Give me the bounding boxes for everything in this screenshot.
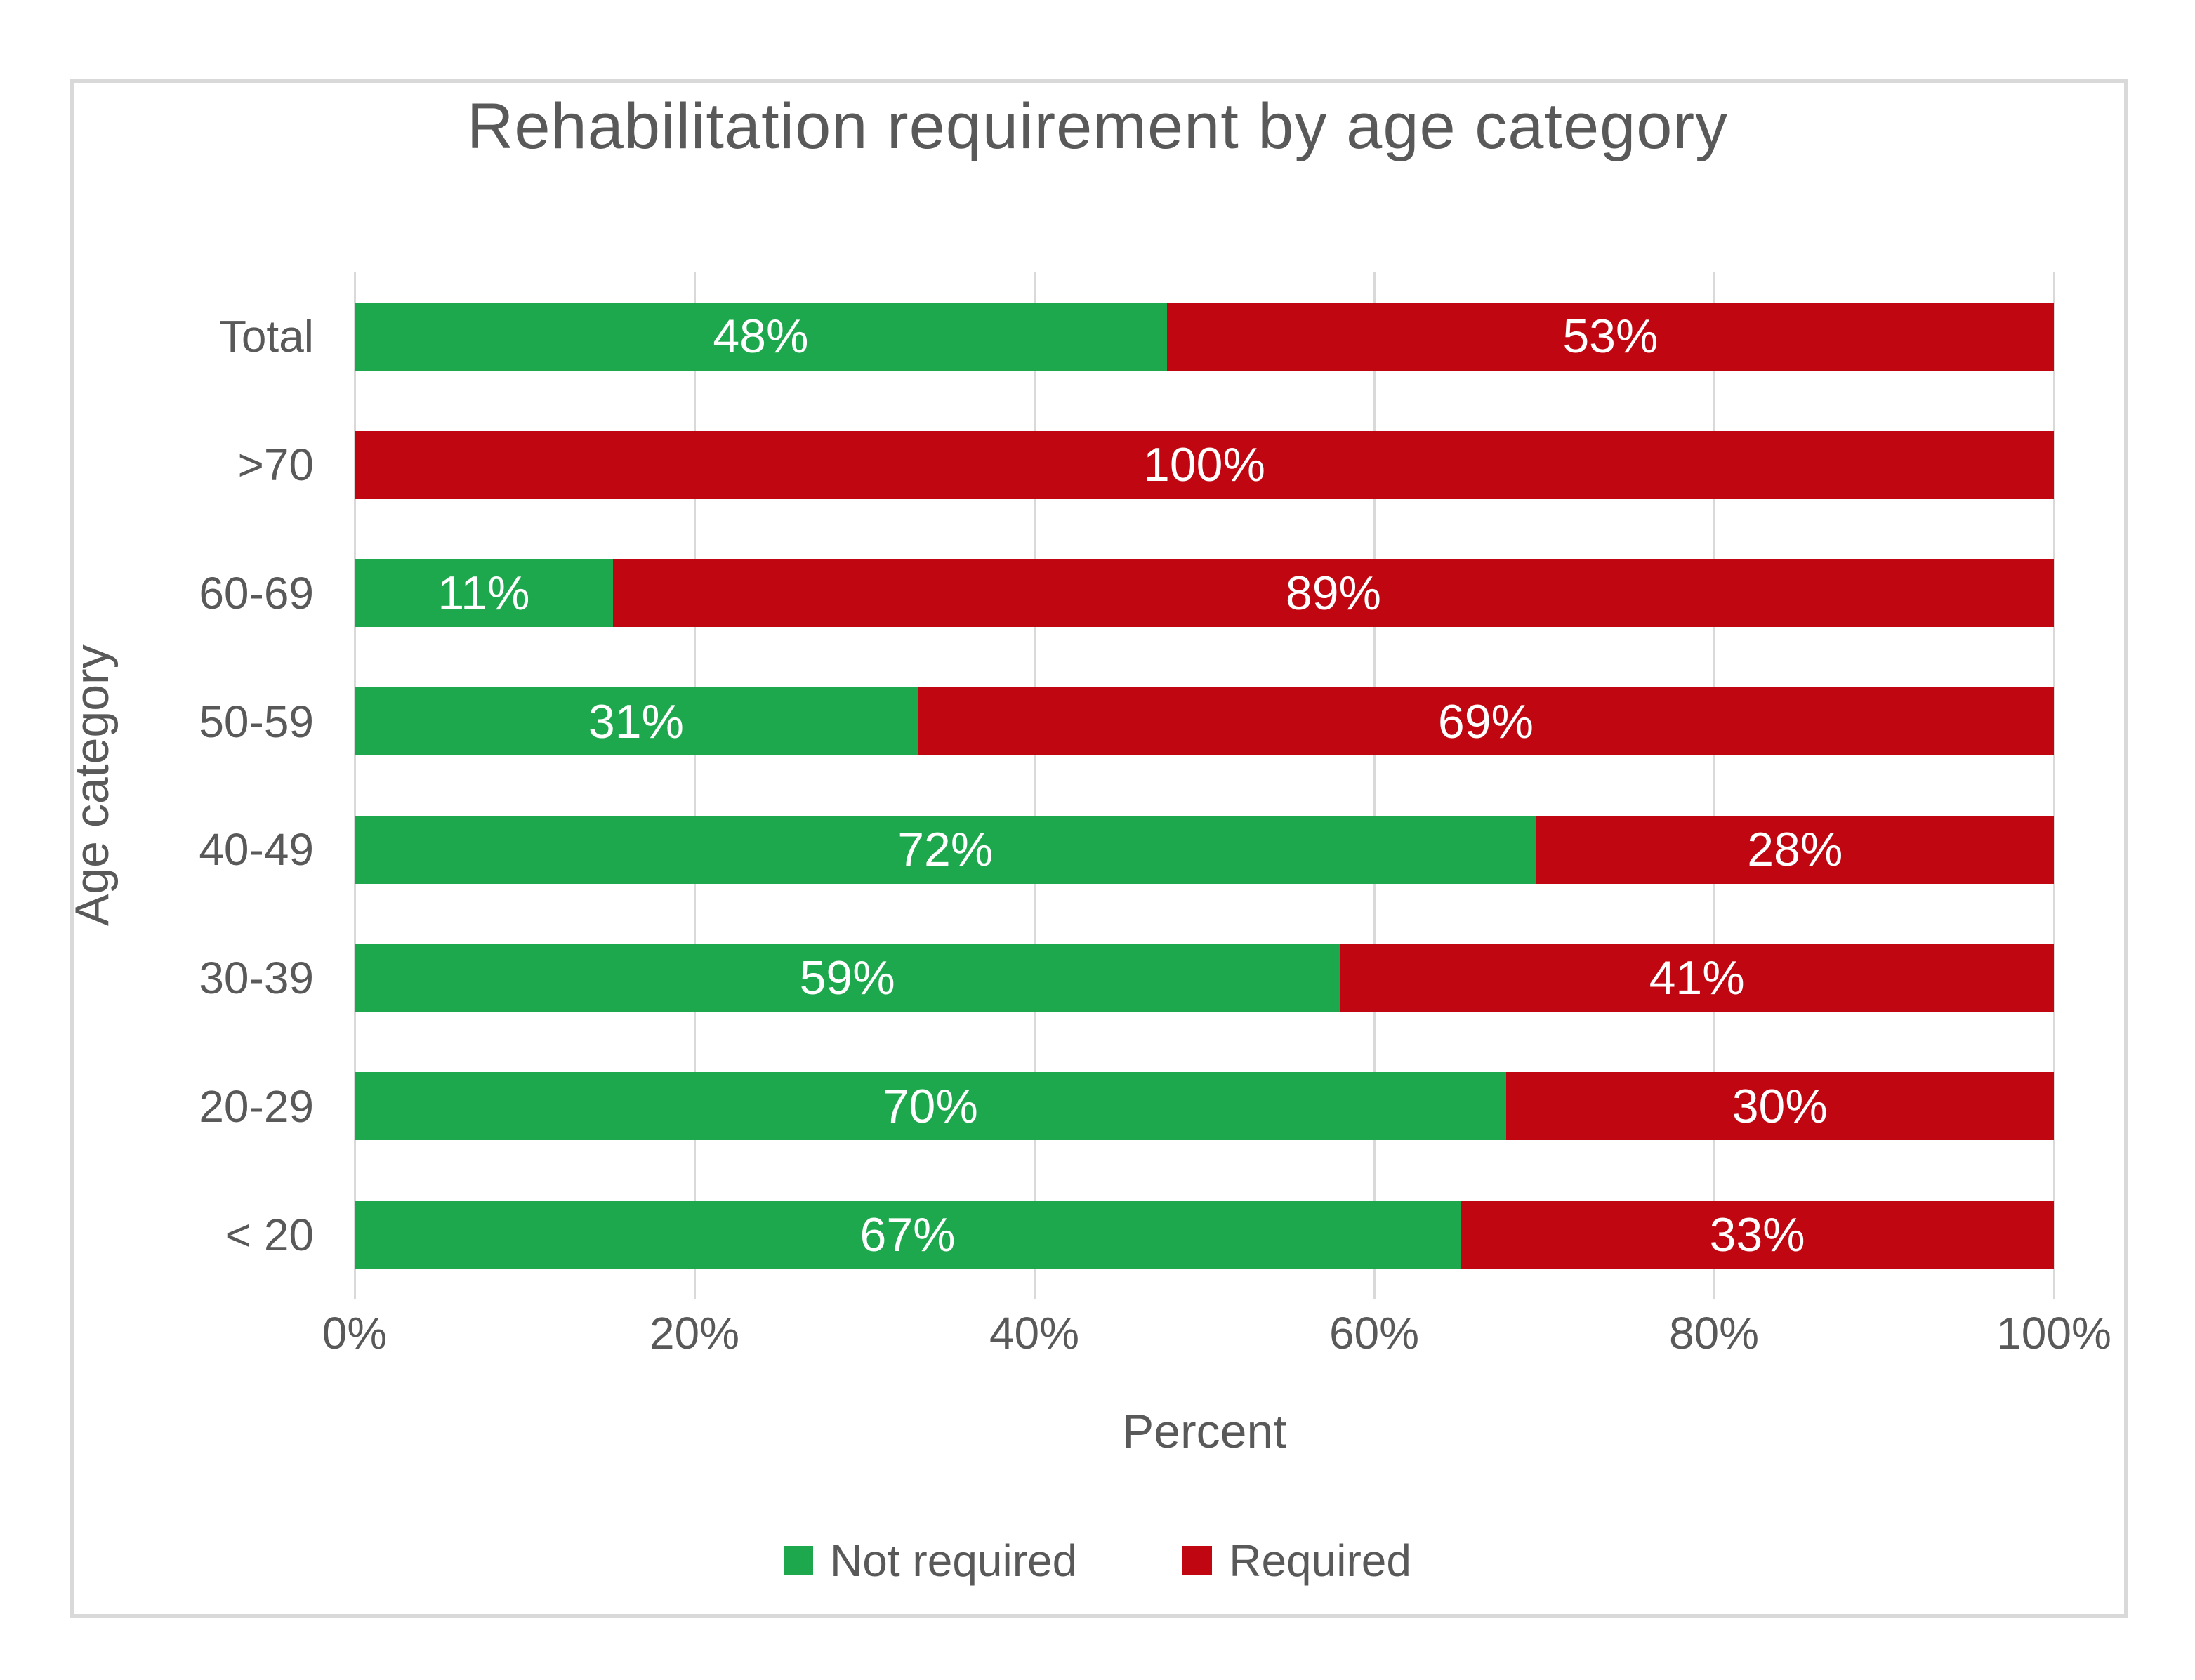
bar-value-label: 100% [1143,438,1265,492]
gridline-20% [694,272,696,1299]
bar-row: 50-59 31% 69% [199,657,2054,786]
bar-segment-required: 89% [612,559,2054,628]
x-axis-ticks: 0% 20% 40% 60% 80% 100% [322,1307,2111,1363]
legend: Not required Required [0,1535,2195,1587]
x-axis-tick-label: 60% [1329,1308,1420,1358]
bar-value-label: 48% [713,310,809,364]
bar-segment-not-required: 31% [355,687,918,756]
gridline-0% [354,272,356,1299]
y-axis-category-label: 30-39 [199,953,314,1004]
stacked-bar: 59% 41% [355,944,2054,1012]
y-axis-category-label: 60-69 [199,567,314,619]
chart-border-frame [70,79,2128,1618]
bar-row: 60-69 11% 89% [199,529,2054,658]
y-axis-category-label: 20-29 [199,1080,314,1132]
bar-row: < 20 67% 33% [225,1170,2054,1299]
x-axis-tick-label: 20% [649,1308,740,1358]
y-axis-title: Age category [65,644,119,927]
bar-segment-required: 33% [1461,1201,2054,1269]
bar-segment-required: 69% [917,687,2054,756]
bar-value-label: 67% [859,1208,956,1262]
stacked-bar: 11% 89% [355,559,2054,628]
bar-value-label: 70% [882,1079,978,1133]
bar-row: 30-39 59% 41% [199,914,2054,1043]
bar-segment-required: 41% [1340,944,2054,1012]
bar-value-label: 72% [897,823,994,877]
bar-segment-not-required: 72% [355,815,1536,884]
x-axis-tick-label: 40% [989,1308,1080,1358]
gridline-80% [1713,272,1715,1299]
x-axis-tick-label: 80% [1668,1308,1760,1358]
stacked-bar: 70% 30% [355,1072,2054,1141]
gridline-40% [1034,272,1036,1299]
bar-row: 20-29 70% 30% [199,1043,2054,1171]
y-axis-category-label: 40-49 [199,824,314,875]
bar-value-label: 69% [1437,694,1534,748]
stacked-bar: 31% 69% [355,687,2054,756]
stacked-bar: 67% 33% [355,1201,2054,1269]
bar-value-label: 41% [1649,951,1745,1005]
plot-area: Total 48% 53% >70 100% 60-69 11% 89% 50-59 31% 69%… [199,272,2055,1299]
bar-row: 40-49 72% 28% [199,786,2054,914]
gridline-100% [2053,272,2055,1299]
gridline-60% [1373,272,1376,1299]
legend-swatch-required [1182,1546,1213,1575]
stacked-bar: 48% 53% [355,302,2054,371]
bar-segment-required: 100% [355,430,2054,499]
bar-row: Total 48% 53% [219,272,2054,401]
legend-label-not-required: Not required [830,1535,1078,1586]
bar-segment-not-required: 70% [355,1072,1506,1141]
bar-value-label: 31% [588,694,685,748]
bar-segment-not-required: 67% [355,1201,1461,1269]
y-axis-category-label: >70 [237,439,314,491]
x-axis-tick-label: 0% [322,1308,388,1358]
y-axis-category-label: 50-59 [199,696,314,747]
x-axis-tick-label: 100% [1996,1308,2111,1358]
y-axis-category-label: < 20 [225,1209,314,1260]
bar-segment-required: 53% [1166,302,2054,371]
bar-segment-not-required: 59% [355,944,1340,1012]
bar-segment-not-required: 48% [355,302,1167,371]
bar-value-label: 28% [1747,823,1843,877]
legend-item-not-required: Not required [784,1535,1077,1587]
stacked-bar: 72% 28% [355,815,2054,884]
stacked-bar: 100% [355,430,2054,499]
bar-rows: Total 48% 53% >70 100% 60-69 11% 89% 50-59 31% 69%… [199,272,2054,1299]
legend-swatch-not-required [784,1546,814,1575]
bar-segment-required: 30% [1505,1072,2054,1141]
legend-label-required: Required [1229,1535,1411,1586]
x-axis-title: Percent [1121,1405,1287,1458]
bar-value-label: 11% [437,566,530,620]
bar-value-label: 30% [1732,1079,1828,1133]
bar-row: >70 100% [237,401,2054,529]
y-axis-category-label: Total [218,311,314,362]
bar-segment-required: 28% [1536,815,2054,884]
bar-segment-not-required: 11% [355,559,613,628]
legend-item-required: Required [1182,1535,1411,1587]
bar-value-label: 89% [1285,566,1381,620]
bar-value-label: 33% [1709,1208,1805,1262]
bar-value-label: 53% [1562,310,1659,364]
bar-value-label: 59% [799,951,895,1005]
chart-title: Rehabilitation requirement by age catego… [466,91,1729,162]
